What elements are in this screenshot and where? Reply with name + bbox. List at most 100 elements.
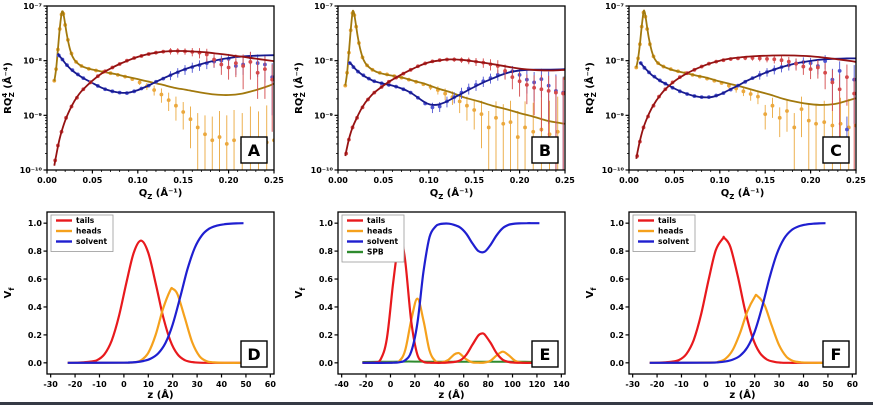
svg-text:10⁻⁷: 10⁻⁷ (314, 2, 333, 11)
panel-label: E (540, 345, 551, 364)
svg-text:0.8: 0.8 (319, 247, 334, 256)
svg-text:30: 30 (192, 380, 204, 389)
svg-text:heads: heads (76, 227, 102, 236)
svg-text:50: 50 (822, 380, 834, 389)
svg-text:20: 20 (167, 380, 179, 389)
svg-text:0.6: 0.6 (319, 275, 334, 284)
panel-label: F (831, 345, 842, 364)
x-axis-label: z (Å) (438, 388, 464, 401)
svg-text:0.00: 0.00 (619, 176, 639, 185)
svg-text:0.0: 0.0 (28, 359, 43, 368)
svg-text:60: 60 (265, 380, 277, 389)
svg-text:10⁻¹⁰: 10⁻¹⁰ (311, 166, 334, 175)
svg-text:10⁻¹⁰: 10⁻¹⁰ (602, 166, 625, 175)
svg-text:140: 140 (553, 380, 570, 389)
svg-text:120: 120 (529, 380, 546, 389)
svg-text:20: 20 (749, 380, 761, 389)
svg-text:40: 40 (434, 380, 446, 389)
y-axis-label: Vf (585, 287, 598, 299)
svg-text:10⁻⁸: 10⁻⁸ (605, 57, 624, 66)
panel-label: C (830, 141, 842, 160)
svg-text:0.2: 0.2 (319, 331, 333, 340)
svg-text:1.0: 1.0 (319, 219, 334, 228)
svg-text:-20: -20 (359, 380, 374, 389)
svg-text:60: 60 (458, 380, 470, 389)
svg-text:0: 0 (703, 380, 709, 389)
svg-text:0.4: 0.4 (319, 303, 334, 312)
svg-text:0.15: 0.15 (464, 176, 484, 185)
svg-text:0: 0 (388, 380, 394, 389)
x-axis-label: QZ (Å⁻¹) (721, 186, 765, 200)
panel-label: B (539, 141, 551, 160)
svg-text:10⁻⁷: 10⁻⁷ (605, 2, 624, 11)
x-axis-label: z (Å) (147, 388, 173, 401)
svg-text:0.25: 0.25 (264, 176, 284, 185)
svg-text:0.6: 0.6 (610, 275, 625, 284)
svg-text:-20: -20 (68, 380, 83, 389)
svg-text:0.10: 0.10 (710, 176, 730, 185)
y-axis-label: Vf (3, 287, 16, 299)
svg-text:0.2: 0.2 (28, 331, 42, 340)
svg-text:0.4: 0.4 (28, 303, 43, 312)
y-axis-label: RQ4Z (Å⁻⁴) (292, 62, 307, 114)
svg-text:solvent: solvent (658, 237, 690, 246)
svg-text:0.25: 0.25 (555, 176, 575, 185)
svg-text:0.8: 0.8 (610, 247, 625, 256)
series-gold-fit (345, 11, 565, 124)
svg-text:0.25: 0.25 (846, 176, 866, 185)
svg-text:-30: -30 (625, 380, 640, 389)
svg-text:0.2: 0.2 (610, 331, 624, 340)
svg-text:30: 30 (774, 380, 786, 389)
series-blue-fit (58, 54, 274, 93)
svg-text:-10: -10 (674, 380, 689, 389)
svg-text:tails: tails (76, 216, 95, 225)
series-tails (68, 241, 244, 363)
svg-text:0.10: 0.10 (128, 176, 148, 185)
svg-text:60: 60 (847, 380, 859, 389)
svg-text:10: 10 (725, 380, 737, 389)
y-axis-label: RQ4Z (Å⁻⁴) (583, 62, 598, 114)
svg-text:20: 20 (409, 380, 421, 389)
y-axis-label: Vf (294, 287, 307, 299)
svg-text:solvent: solvent (76, 237, 108, 246)
svg-text:10⁻⁸: 10⁻⁸ (314, 57, 333, 66)
x-axis-label: QZ (Å⁻¹) (430, 186, 474, 200)
svg-text:0.00: 0.00 (37, 176, 57, 185)
svg-text:0.00: 0.00 (328, 176, 348, 185)
svg-text:10⁻⁹: 10⁻⁹ (23, 111, 42, 120)
svg-text:10⁻⁸: 10⁻⁸ (23, 57, 42, 66)
svg-text:-30: -30 (43, 380, 58, 389)
axes-frame (47, 6, 274, 170)
svg-text:40: 40 (216, 380, 228, 389)
svg-text:0.15: 0.15 (173, 176, 193, 185)
svg-text:heads: heads (658, 227, 684, 236)
axes-frame (338, 6, 565, 170)
svg-text:-10: -10 (92, 380, 107, 389)
series-tails (650, 237, 826, 363)
svg-text:heads: heads (367, 227, 393, 236)
svg-text:80: 80 (483, 380, 495, 389)
x-axis-label: z (Å) (729, 388, 755, 401)
series-heads (650, 295, 826, 363)
axes-frame (629, 6, 856, 170)
svg-text:0.20: 0.20 (219, 176, 239, 185)
svg-text:0.10: 0.10 (419, 176, 439, 185)
svg-text:10⁻⁹: 10⁻⁹ (605, 111, 624, 120)
x-axis-label: QZ (Å⁻¹) (139, 186, 183, 200)
svg-text:0.0: 0.0 (610, 359, 625, 368)
svg-text:0.20: 0.20 (510, 176, 530, 185)
